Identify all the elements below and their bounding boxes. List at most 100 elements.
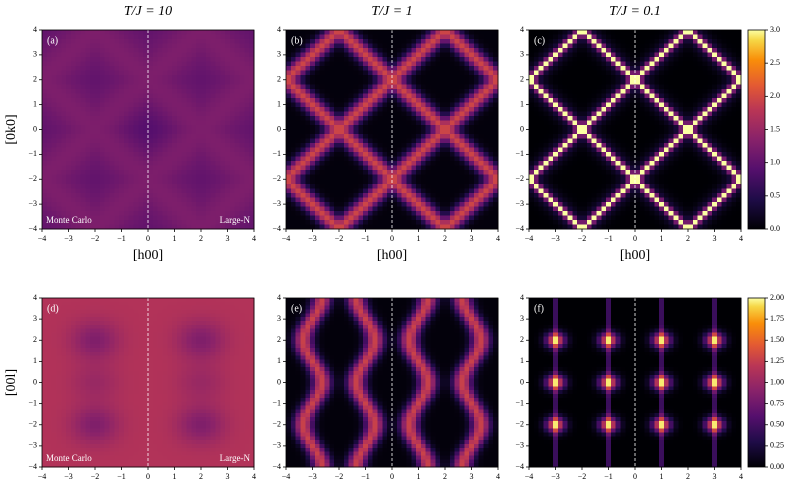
- heatmap-cell: [119, 93, 125, 99]
- heatmap-cell: [577, 188, 583, 194]
- heatmap-cell: [377, 224, 383, 230]
- heatmap-cell: [143, 206, 149, 212]
- heatmap-cell: [493, 134, 499, 140]
- heatmap-cell: [234, 156, 241, 162]
- heatmap-cell: [172, 70, 178, 76]
- heatmap-cell: [310, 161, 316, 167]
- heatmap-cell: [104, 179, 111, 185]
- heatmap-cell: [339, 183, 345, 189]
- heatmap-cell: [334, 79, 340, 85]
- heatmap-cell: [249, 61, 255, 67]
- heatmap-cell: [215, 188, 221, 194]
- heatmap-cell: [51, 143, 58, 149]
- heatmap-cell: [606, 70, 612, 76]
- heatmap-cell: [382, 52, 388, 58]
- heatmap-cell: [478, 210, 485, 217]
- heatmap-cell: [548, 106, 554, 113]
- heatmap-cell: [348, 210, 355, 217]
- heatmap-cell: [533, 152, 540, 158]
- heatmap-cell: [70, 156, 77, 162]
- heatmap-cell: [396, 88, 403, 94]
- heatmap-cell: [286, 97, 292, 103]
- heatmap-cell: [99, 106, 106, 113]
- heatmap-cell: [596, 97, 602, 103]
- heatmap-cell: [66, 124, 72, 131]
- heatmap-cell: [416, 134, 422, 140]
- heatmap-cell: [172, 52, 178, 58]
- heatmap-cell: [425, 75, 432, 81]
- heatmap-cell: [348, 134, 355, 140]
- heatmap-cell: [425, 115, 432, 122]
- heatmap-cell: [630, 106, 636, 113]
- heatmap-cell: [66, 179, 72, 185]
- heatmap-cell: [464, 206, 470, 212]
- heatmap-cell: [305, 48, 311, 54]
- heatmap-cell: [635, 147, 641, 153]
- heatmap-cell: [319, 120, 326, 126]
- heatmap-cell: [152, 143, 159, 149]
- heatmap-cell: [353, 179, 359, 185]
- heatmap-cell: [42, 93, 48, 99]
- heatmap-cell: [80, 192, 86, 198]
- heatmap-cell: [401, 134, 408, 140]
- heatmap-cell: [186, 84, 192, 90]
- heatmap-cell: [548, 197, 554, 203]
- heatmap-cell: [172, 129, 178, 135]
- heatmap-cell: [220, 170, 226, 176]
- heatmap-cell: [42, 84, 48, 90]
- heatmap-cell: [133, 124, 139, 131]
- heatmap-cell: [80, 30, 86, 36]
- heatmap-cell: [343, 84, 350, 90]
- heatmap-cell: [353, 174, 359, 180]
- heatmap-cell: [553, 75, 559, 81]
- heatmap-cell: [191, 97, 197, 103]
- heatmap-cell: [445, 111, 451, 117]
- heatmap-cell: [538, 174, 545, 180]
- heatmap-cell: [310, 224, 316, 230]
- heatmap-cell: [435, 134, 441, 140]
- heatmap-cell: [286, 106, 292, 113]
- heatmap-cell: [310, 70, 316, 76]
- heatmap-cell: [348, 156, 355, 162]
- heatmap-cell: [225, 43, 231, 49]
- heatmap-cell: [66, 30, 72, 36]
- heatmap-cell: [557, 206, 564, 212]
- heatmap-cell: [109, 134, 115, 140]
- heatmap-cell: [305, 124, 311, 131]
- heatmap-cell: [464, 224, 470, 230]
- heatmap-cell: [562, 192, 569, 198]
- heatmap-cell: [172, 147, 178, 153]
- heatmap-cell: [201, 188, 207, 194]
- heatmap-cell: [339, 84, 345, 90]
- heatmap-cell: [143, 129, 149, 135]
- heatmap-cell: [329, 219, 335, 226]
- heatmap-cell: [319, 206, 326, 212]
- heatmap-cell: [416, 174, 422, 180]
- heatmap-cell: [635, 111, 641, 117]
- heatmap-cell: [75, 79, 82, 85]
- heatmap-cell: [543, 201, 549, 207]
- heatmap-cell: [372, 57, 379, 63]
- heatmap-cell: [334, 48, 340, 54]
- heatmap-cell: [488, 138, 494, 144]
- heatmap-cell: [95, 210, 101, 217]
- heatmap-cell: [473, 183, 480, 189]
- heatmap-cell: [459, 79, 465, 85]
- heatmap-cell: [104, 57, 111, 63]
- heatmap-cell: [445, 115, 451, 122]
- heatmap-cell: [51, 215, 58, 221]
- heatmap-cell: [181, 48, 188, 54]
- heatmap-cell: [358, 165, 364, 171]
- heatmap-cell: [152, 224, 159, 230]
- heatmap-cell: [90, 115, 96, 122]
- heatmap-cell: [610, 201, 617, 207]
- heatmap-cell: [543, 192, 549, 198]
- heatmap-cell: [615, 61, 622, 67]
- heatmap-cell: [138, 111, 144, 117]
- heatmap-cell: [99, 120, 106, 126]
- heatmap-cell: [95, 143, 101, 149]
- heatmap-cell: [425, 210, 432, 217]
- heatmap-cell: [138, 120, 144, 126]
- heatmap-cell: [244, 70, 250, 76]
- heatmap-cell: [440, 179, 446, 185]
